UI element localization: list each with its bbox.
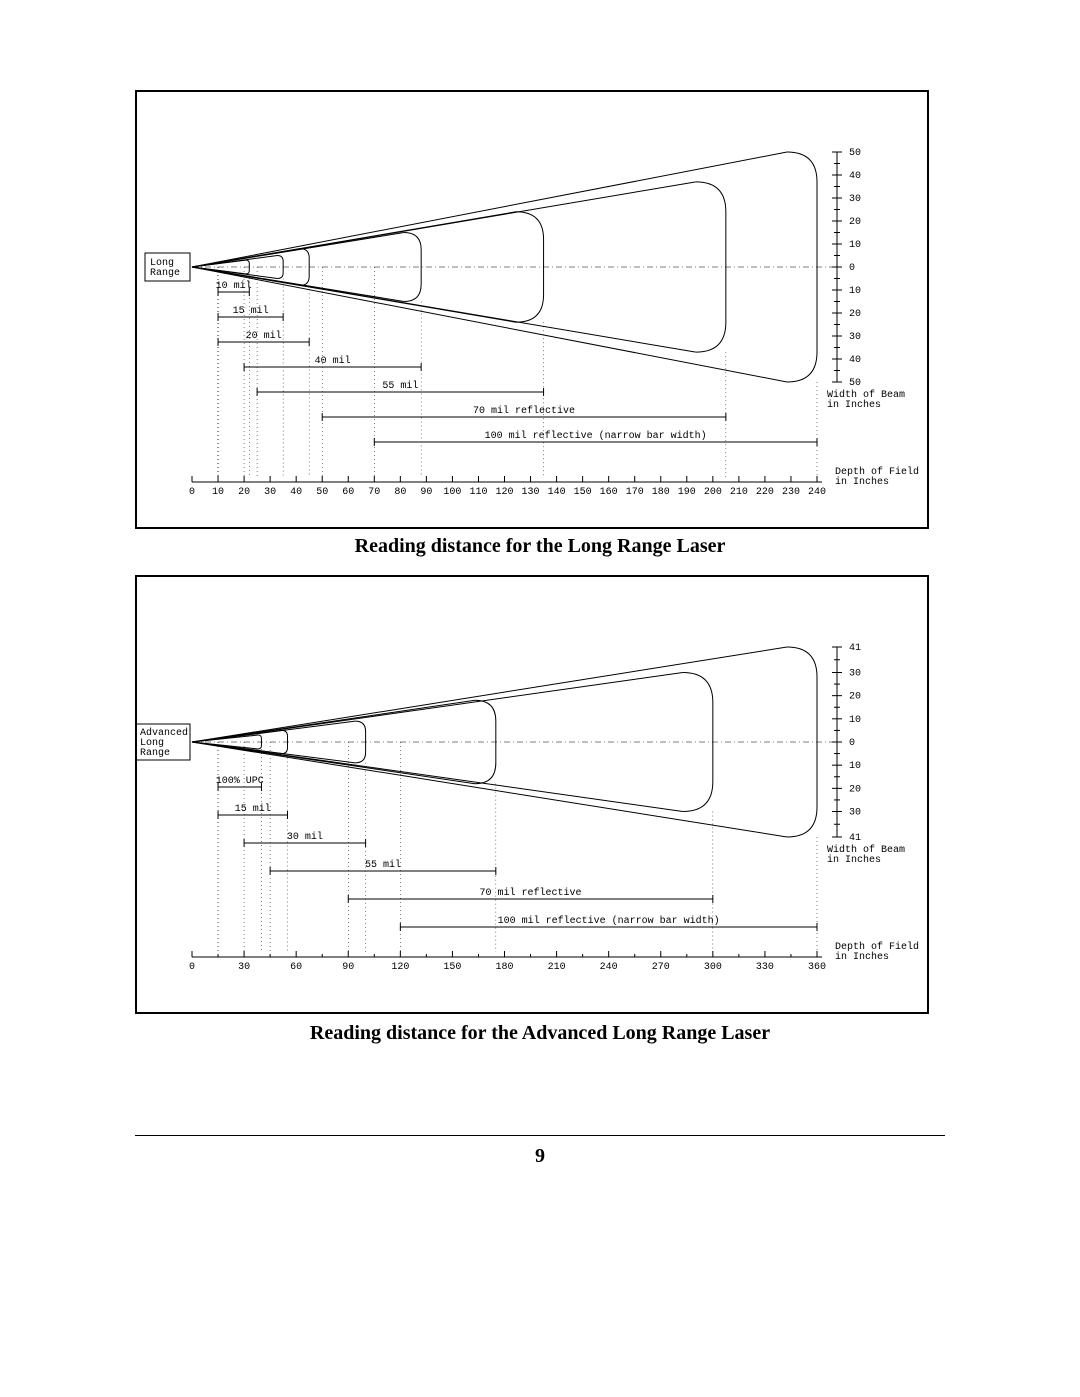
svg-text:300: 300 — [704, 962, 722, 973]
svg-text:40: 40 — [290, 487, 302, 498]
svg-text:10: 10 — [849, 761, 861, 772]
svg-text:50: 50 — [849, 378, 861, 389]
svg-text:210: 210 — [730, 487, 748, 498]
svg-text:40: 40 — [849, 355, 861, 366]
svg-text:360: 360 — [808, 962, 826, 973]
svg-text:55 mil: 55 mil — [382, 380, 418, 392]
svg-text:140: 140 — [548, 487, 566, 498]
svg-text:Range: Range — [140, 748, 170, 759]
svg-text:200: 200 — [704, 487, 722, 498]
chart-adv-long-range-svg: AdvancedLongRange100% UPC15 mil30 mil55 … — [137, 577, 927, 1012]
svg-text:100% UPC: 100% UPC — [216, 776, 264, 787]
svg-text:80: 80 — [394, 487, 406, 498]
svg-text:0: 0 — [189, 962, 195, 973]
page-number: 9 — [0, 1145, 1080, 1168]
svg-text:20: 20 — [849, 217, 861, 228]
page: LongRange10 mil15 mil20 mil40 mil55 mil7… — [0, 0, 1080, 1397]
svg-text:0: 0 — [849, 738, 855, 749]
footer-rule — [135, 1135, 945, 1136]
svg-text:60: 60 — [342, 487, 354, 498]
svg-text:190: 190 — [678, 487, 696, 498]
svg-text:in Inches: in Inches — [827, 399, 881, 411]
svg-text:130: 130 — [522, 487, 540, 498]
svg-text:240: 240 — [808, 487, 826, 498]
svg-text:30: 30 — [238, 962, 250, 973]
svg-text:240: 240 — [600, 962, 618, 973]
svg-text:0: 0 — [189, 487, 195, 498]
chart-long-range-svg: LongRange10 mil15 mil20 mil40 mil55 mil7… — [137, 92, 927, 527]
svg-text:100: 100 — [443, 487, 461, 498]
svg-text:100 mil reflective (narrow bar: 100 mil reflective (narrow bar width) — [485, 430, 707, 442]
svg-text:15 mil: 15 mil — [233, 305, 269, 317]
svg-text:100 mil reflective (narrow bar: 100 mil reflective (narrow bar width) — [498, 915, 720, 927]
caption-long-range: Reading distance for the Long Range Lase… — [0, 535, 1080, 558]
svg-text:90: 90 — [342, 962, 354, 973]
svg-text:20: 20 — [849, 784, 861, 795]
svg-text:330: 330 — [756, 962, 774, 973]
svg-text:30: 30 — [849, 808, 861, 819]
svg-text:180: 180 — [652, 487, 670, 498]
chart-long-range: LongRange10 mil15 mil20 mil40 mil55 mil7… — [135, 90, 929, 529]
svg-text:15 mil: 15 mil — [235, 803, 271, 815]
svg-text:120: 120 — [391, 962, 409, 973]
svg-text:50: 50 — [316, 487, 328, 498]
svg-text:120: 120 — [495, 487, 513, 498]
svg-text:in Inches: in Inches — [835, 476, 889, 488]
svg-text:20: 20 — [849, 692, 861, 703]
svg-text:10 mil: 10 mil — [216, 280, 252, 292]
svg-text:60: 60 — [290, 962, 302, 973]
svg-text:230: 230 — [782, 487, 800, 498]
svg-text:41: 41 — [849, 643, 861, 654]
svg-text:40: 40 — [849, 171, 861, 182]
svg-text:41: 41 — [849, 833, 861, 844]
svg-text:10: 10 — [849, 240, 861, 251]
svg-text:20 mil: 20 mil — [246, 330, 282, 342]
svg-text:30: 30 — [849, 332, 861, 343]
chart-adv-long-range: AdvancedLongRange100% UPC15 mil30 mil55 … — [135, 575, 929, 1014]
svg-text:110: 110 — [469, 487, 487, 498]
svg-text:210: 210 — [548, 962, 566, 973]
svg-text:in Inches: in Inches — [827, 854, 881, 866]
svg-text:55 mil: 55 mil — [365, 859, 401, 871]
svg-text:150: 150 — [574, 487, 592, 498]
svg-text:170: 170 — [626, 487, 644, 498]
svg-text:150: 150 — [443, 962, 461, 973]
svg-text:40 mil: 40 mil — [315, 355, 351, 367]
svg-text:70 mil reflective: 70 mil reflective — [473, 405, 575, 417]
svg-text:160: 160 — [600, 487, 618, 498]
svg-text:90: 90 — [420, 487, 432, 498]
svg-text:180: 180 — [495, 962, 513, 973]
svg-text:10: 10 — [849, 715, 861, 726]
caption-adv-long-range: Reading distance for the Advanced Long R… — [0, 1022, 1080, 1045]
svg-text:30: 30 — [849, 194, 861, 205]
svg-text:20: 20 — [849, 309, 861, 320]
svg-text:20: 20 — [238, 487, 250, 498]
svg-text:10: 10 — [849, 286, 861, 297]
svg-text:30: 30 — [849, 668, 861, 679]
svg-text:in Inches: in Inches — [835, 951, 889, 963]
svg-text:0: 0 — [849, 263, 855, 274]
svg-text:Range: Range — [150, 268, 180, 279]
svg-text:50: 50 — [849, 148, 861, 159]
svg-text:70 mil reflective: 70 mil reflective — [480, 887, 582, 899]
svg-text:220: 220 — [756, 487, 774, 498]
svg-text:30 mil: 30 mil — [287, 831, 323, 843]
svg-text:30: 30 — [264, 487, 276, 498]
svg-text:70: 70 — [368, 487, 380, 498]
svg-text:10: 10 — [212, 487, 224, 498]
svg-text:270: 270 — [652, 962, 670, 973]
